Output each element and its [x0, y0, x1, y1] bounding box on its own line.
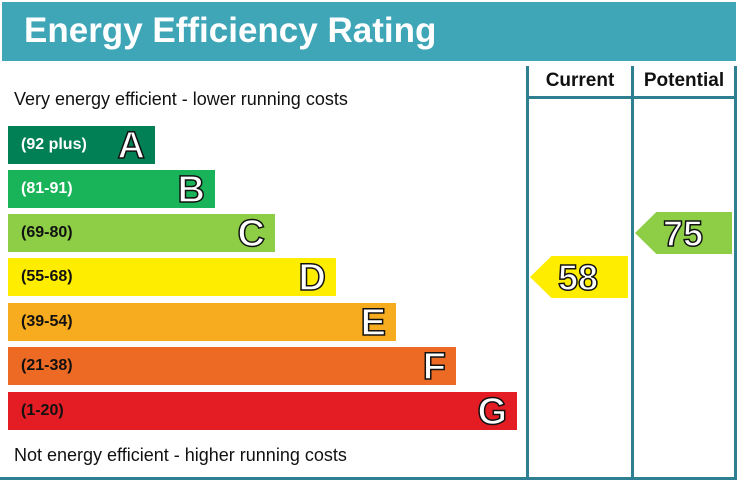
column-header-current: Current — [545, 70, 615, 91]
divider — [526, 66, 529, 479]
band-d: (55-68) D — [8, 256, 336, 300]
band-range: (92 plus) — [21, 136, 87, 153]
current-rating-value: 58 — [557, 256, 599, 298]
band-letter: G — [477, 390, 508, 434]
band-range: (1-20) — [21, 402, 64, 419]
potential-rating-arrow: 75 — [635, 212, 732, 254]
band-letter: C — [237, 212, 266, 256]
divider — [0, 477, 737, 480]
band-letter: E — [360, 301, 387, 345]
band-g: (1-20) G — [8, 390, 517, 434]
band-c: (69-80) C — [8, 212, 275, 256]
band-letter: A — [117, 124, 146, 168]
band-f: (21-38) F — [8, 345, 456, 389]
band-a: (92 plus) A — [8, 124, 155, 168]
band-letter: B — [177, 168, 206, 212]
band-range: (81-91) — [21, 180, 73, 197]
band-letter: D — [298, 256, 327, 300]
band-range: (21-38) — [21, 357, 73, 374]
potential-rating-value: 75 — [662, 212, 704, 254]
current-rating-arrow: 58 — [530, 256, 628, 298]
divider — [528, 96, 737, 99]
band-b: (81-91) B — [8, 168, 215, 212]
band-range: (69-80) — [21, 224, 73, 241]
bottom-note: Not energy efficient - higher running co… — [14, 445, 347, 465]
chart-title: Energy Efficiency Rating — [24, 11, 437, 50]
column-header-potential: Potential — [643, 70, 725, 91]
divider — [734, 66, 737, 479]
title-bar: Energy Efficiency Rating — [2, 2, 736, 61]
band-range: (39-54) — [21, 313, 73, 330]
divider — [631, 66, 634, 479]
top-note: Very energy efficient - lower running co… — [14, 89, 348, 109]
band-letter: F — [422, 345, 447, 389]
band-range: (55-68) — [21, 268, 73, 285]
band-e: (39-54) E — [8, 301, 396, 345]
